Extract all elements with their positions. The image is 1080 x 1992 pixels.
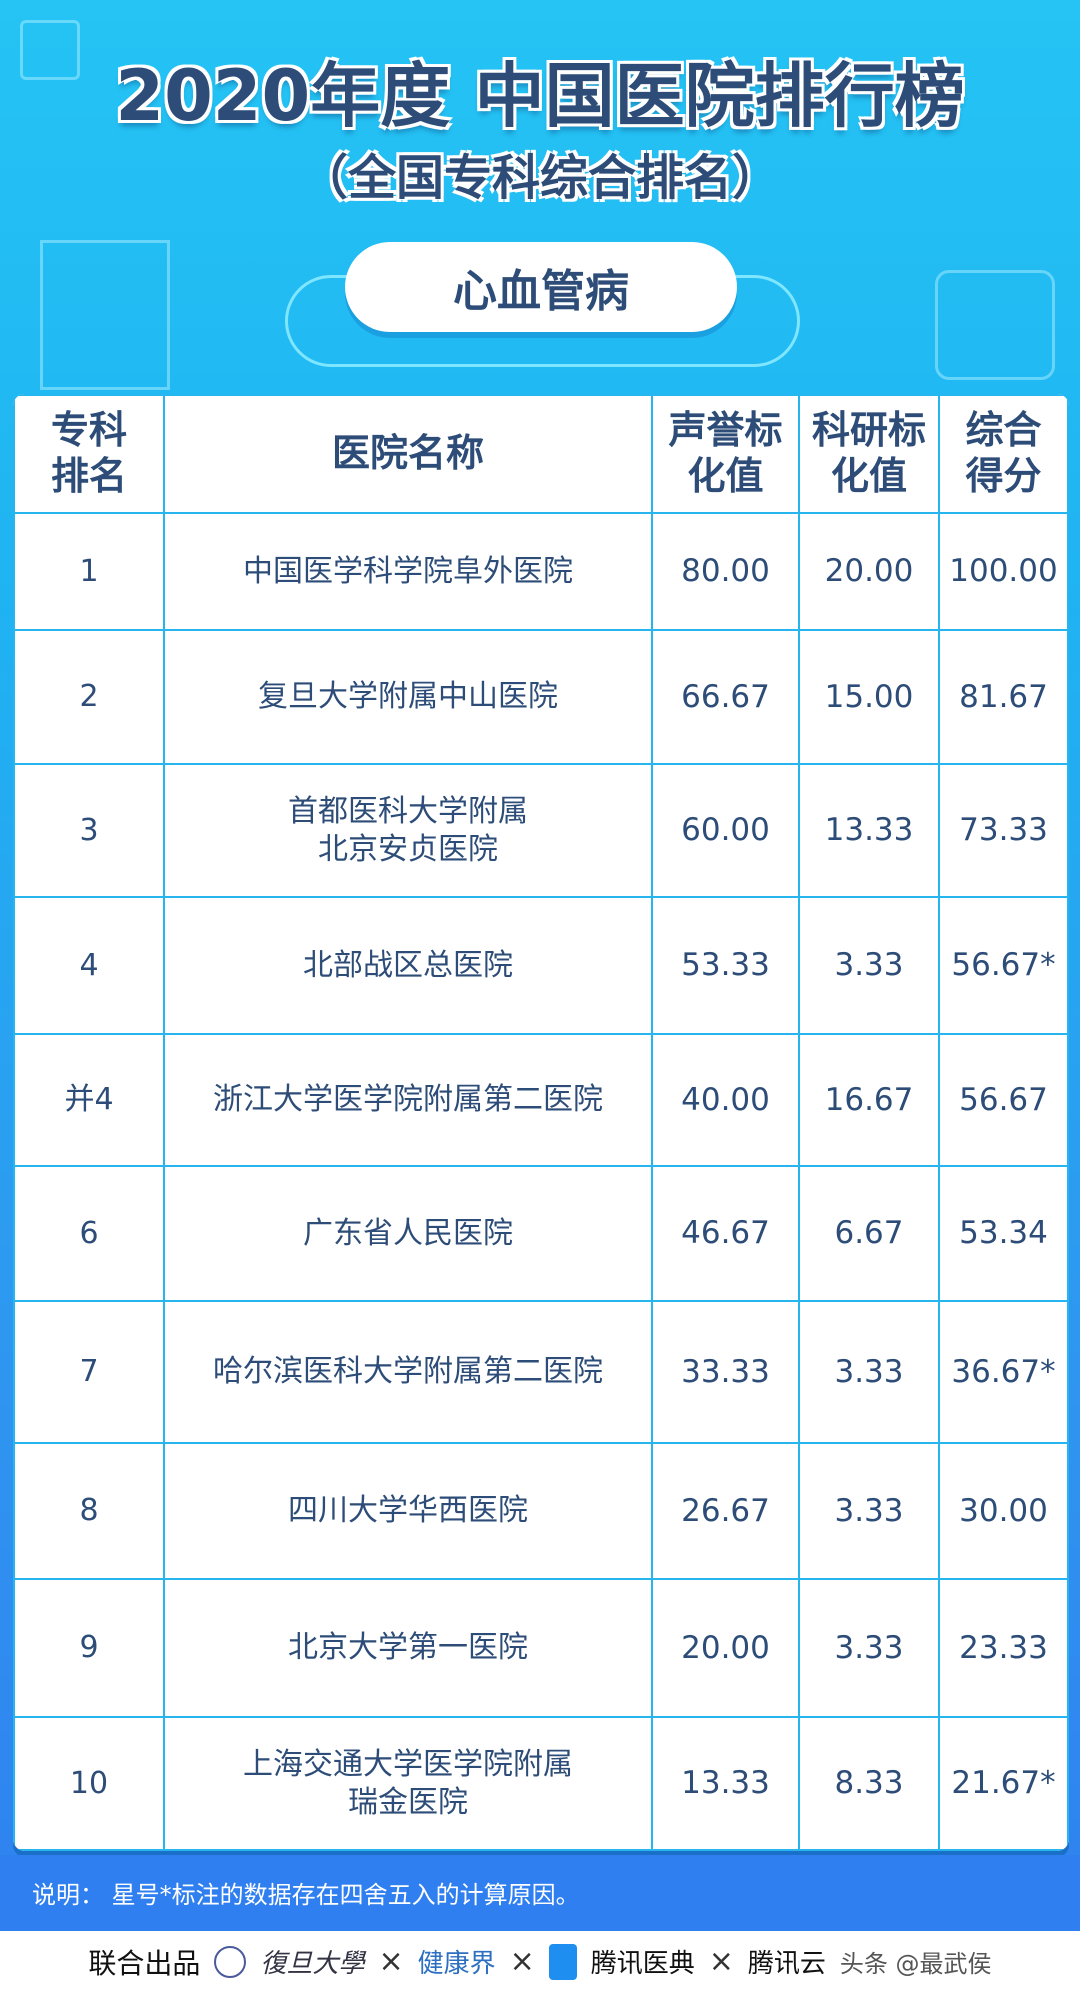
separator: ×: [708, 1944, 734, 1979]
research-score-cell: 3.33: [798, 1578, 940, 1718]
reputation-score-cell: 53.33: [651, 896, 800, 1035]
research-score-cell: 20.00: [798, 512, 940, 631]
reputation-score-cell: 20.00: [651, 1578, 800, 1718]
reputation-score-cell: 66.67: [651, 629, 800, 765]
research-score-cell: 8.33: [798, 1716, 940, 1851]
hospital-name-cell: 浙江大学医学院附属第二医院: [163, 1033, 653, 1167]
decorative-building: [40, 240, 170, 390]
table-header: 专科 排名 医院名称 声誉标 化值 科研标 化值 综合 得分: [13, 394, 1069, 514]
separator: ×: [509, 1944, 535, 1979]
rank-cell: 1: [13, 512, 165, 631]
rank-cell: 7: [13, 1300, 165, 1444]
total-score-cell: 23.33: [938, 1578, 1069, 1718]
logo-healthcare: 健康界: [417, 1949, 496, 1979]
hospital-name-cell: 北部战区总医院: [163, 896, 653, 1035]
hospital-name-cell: 上海交通大学医学院附属 瑞金医院: [163, 1716, 653, 1851]
research-score-cell: 3.33: [798, 896, 940, 1035]
research-score-cell: 15.00: [798, 629, 940, 765]
reputation-score-cell: 13.33: [651, 1716, 800, 1851]
total-score-cell: 100.00: [938, 512, 1069, 631]
watermark: 头条 @最武侯: [839, 1950, 992, 1978]
hospital-name-cell: 中国医学科学院阜外医院: [163, 512, 653, 631]
hospital-name-cell: 北京大学第一医院: [163, 1578, 653, 1718]
table-row: 6 广东省人民医院 46.67 6.67 53.34: [13, 1165, 1069, 1302]
table-row: 3 首都医科大学附属 北京安贞医院 60.00 13.33 73.33: [13, 763, 1069, 898]
footer-label: 联合出品: [88, 1946, 201, 1980]
page-title: 2020年度 中国医院排行榜: [115, 55, 965, 137]
logo-tencent-cloud: 腾讯云: [747, 1949, 826, 1979]
table-row: 1 中国医学科学院阜外医院 80.00 20.00 100.00: [13, 512, 1069, 631]
total-score-cell: 53.34: [938, 1165, 1069, 1302]
reputation-score-cell: 46.67: [651, 1165, 800, 1302]
research-score-cell: 3.33: [798, 1300, 940, 1444]
column-header: 科研标 化值: [798, 394, 940, 514]
research-score-cell: 6.67: [798, 1165, 940, 1302]
column-header: 综合 得分: [938, 394, 1069, 514]
hospital-name-cell: 复旦大学附属中山医院: [163, 629, 653, 765]
reputation-score-cell: 33.33: [651, 1300, 800, 1444]
rank-cell: 并4: [13, 1033, 165, 1167]
rank-cell: 4: [13, 896, 165, 1035]
hospital-name-cell: 四川大学华西医院: [163, 1442, 653, 1580]
hospital-name-cell: 哈尔滨医科大学附属第二医院: [163, 1300, 653, 1444]
table-row: 10 上海交通大学医学院附属 瑞金医院 13.33 8.33 21.67*: [13, 1716, 1069, 1851]
reputation-score-cell: 40.00: [651, 1033, 800, 1167]
research-score-cell: 3.33: [798, 1442, 940, 1580]
footer: 联合出品 復旦大學 × 健康界 × 腾讯医典 × 腾讯云 头条 @最武侯: [0, 1931, 1080, 1992]
fudan-emblem-icon: [214, 1945, 247, 1978]
table-row: 7 哈尔滨医科大学附属第二医院 33.33 3.33 36.67*: [13, 1300, 1069, 1444]
rank-cell: 2: [13, 629, 165, 765]
table-row: 8 四川大学华西医院 26.67 3.33 30.00: [13, 1442, 1069, 1580]
decorative-cross: [20, 20, 80, 80]
rank-cell: 10: [13, 1716, 165, 1851]
table-row: 4 北部战区总医院 53.33 3.33 56.67*: [13, 896, 1069, 1035]
column-header: 声誉标 化值: [651, 394, 800, 514]
total-score-cell: 21.67*: [938, 1716, 1069, 1851]
rank-cell: 6: [13, 1165, 165, 1302]
table-row: 并4 浙江大学医学院附属第二医院 40.00 16.67 56.67: [13, 1033, 1069, 1167]
column-header: 专科 排名: [13, 394, 165, 514]
hospital-name-cell: 广东省人民医院: [163, 1165, 653, 1302]
reputation-score-cell: 60.00: [651, 763, 800, 898]
reputation-score-cell: 80.00: [651, 512, 800, 631]
column-header: 医院名称: [163, 394, 653, 514]
tencent-yidian-icon: [548, 1943, 577, 1980]
total-score-cell: 73.33: [938, 763, 1069, 898]
rank-cell: 8: [13, 1442, 165, 1580]
table-row: 2 复旦大学附属中山医院 66.67 15.00 81.67: [13, 629, 1069, 765]
specialty-label: 心血管病: [345, 242, 737, 332]
total-score-cell: 56.67*: [938, 896, 1069, 1035]
separator: ×: [378, 1944, 404, 1979]
logo-fudan: 復旦大學: [260, 1949, 365, 1979]
total-score-cell: 36.67*: [938, 1300, 1069, 1444]
total-score-cell: 81.67: [938, 629, 1069, 765]
logo-tencent-yidian: 腾讯医典: [590, 1949, 695, 1979]
page-subtitle: （全国专科综合排名）: [299, 150, 780, 206]
ranking-table: 专科 排名 医院名称 声誉标 化值 科研标 化值 综合 得分 1 中国医学科学院阜外医院 8…: [13, 394, 1069, 1851]
rank-cell: 9: [13, 1578, 165, 1718]
reputation-score-cell: 26.67: [651, 1442, 800, 1580]
table-row: 9 北京大学第一医院 20.00 3.33 23.33: [13, 1578, 1069, 1718]
decorative-medkit: [935, 270, 1055, 380]
rank-cell: 3: [13, 763, 165, 898]
total-score-cell: 56.67: [938, 1033, 1069, 1167]
footnote: 说明： 星号*标注的数据存在四舍五入的计算原因。: [0, 1855, 1080, 1931]
research-score-cell: 16.67: [798, 1033, 940, 1167]
total-score-cell: 30.00: [938, 1442, 1069, 1580]
research-score-cell: 13.33: [798, 763, 940, 898]
hospital-name-cell: 首都医科大学附属 北京安贞医院: [163, 763, 653, 898]
